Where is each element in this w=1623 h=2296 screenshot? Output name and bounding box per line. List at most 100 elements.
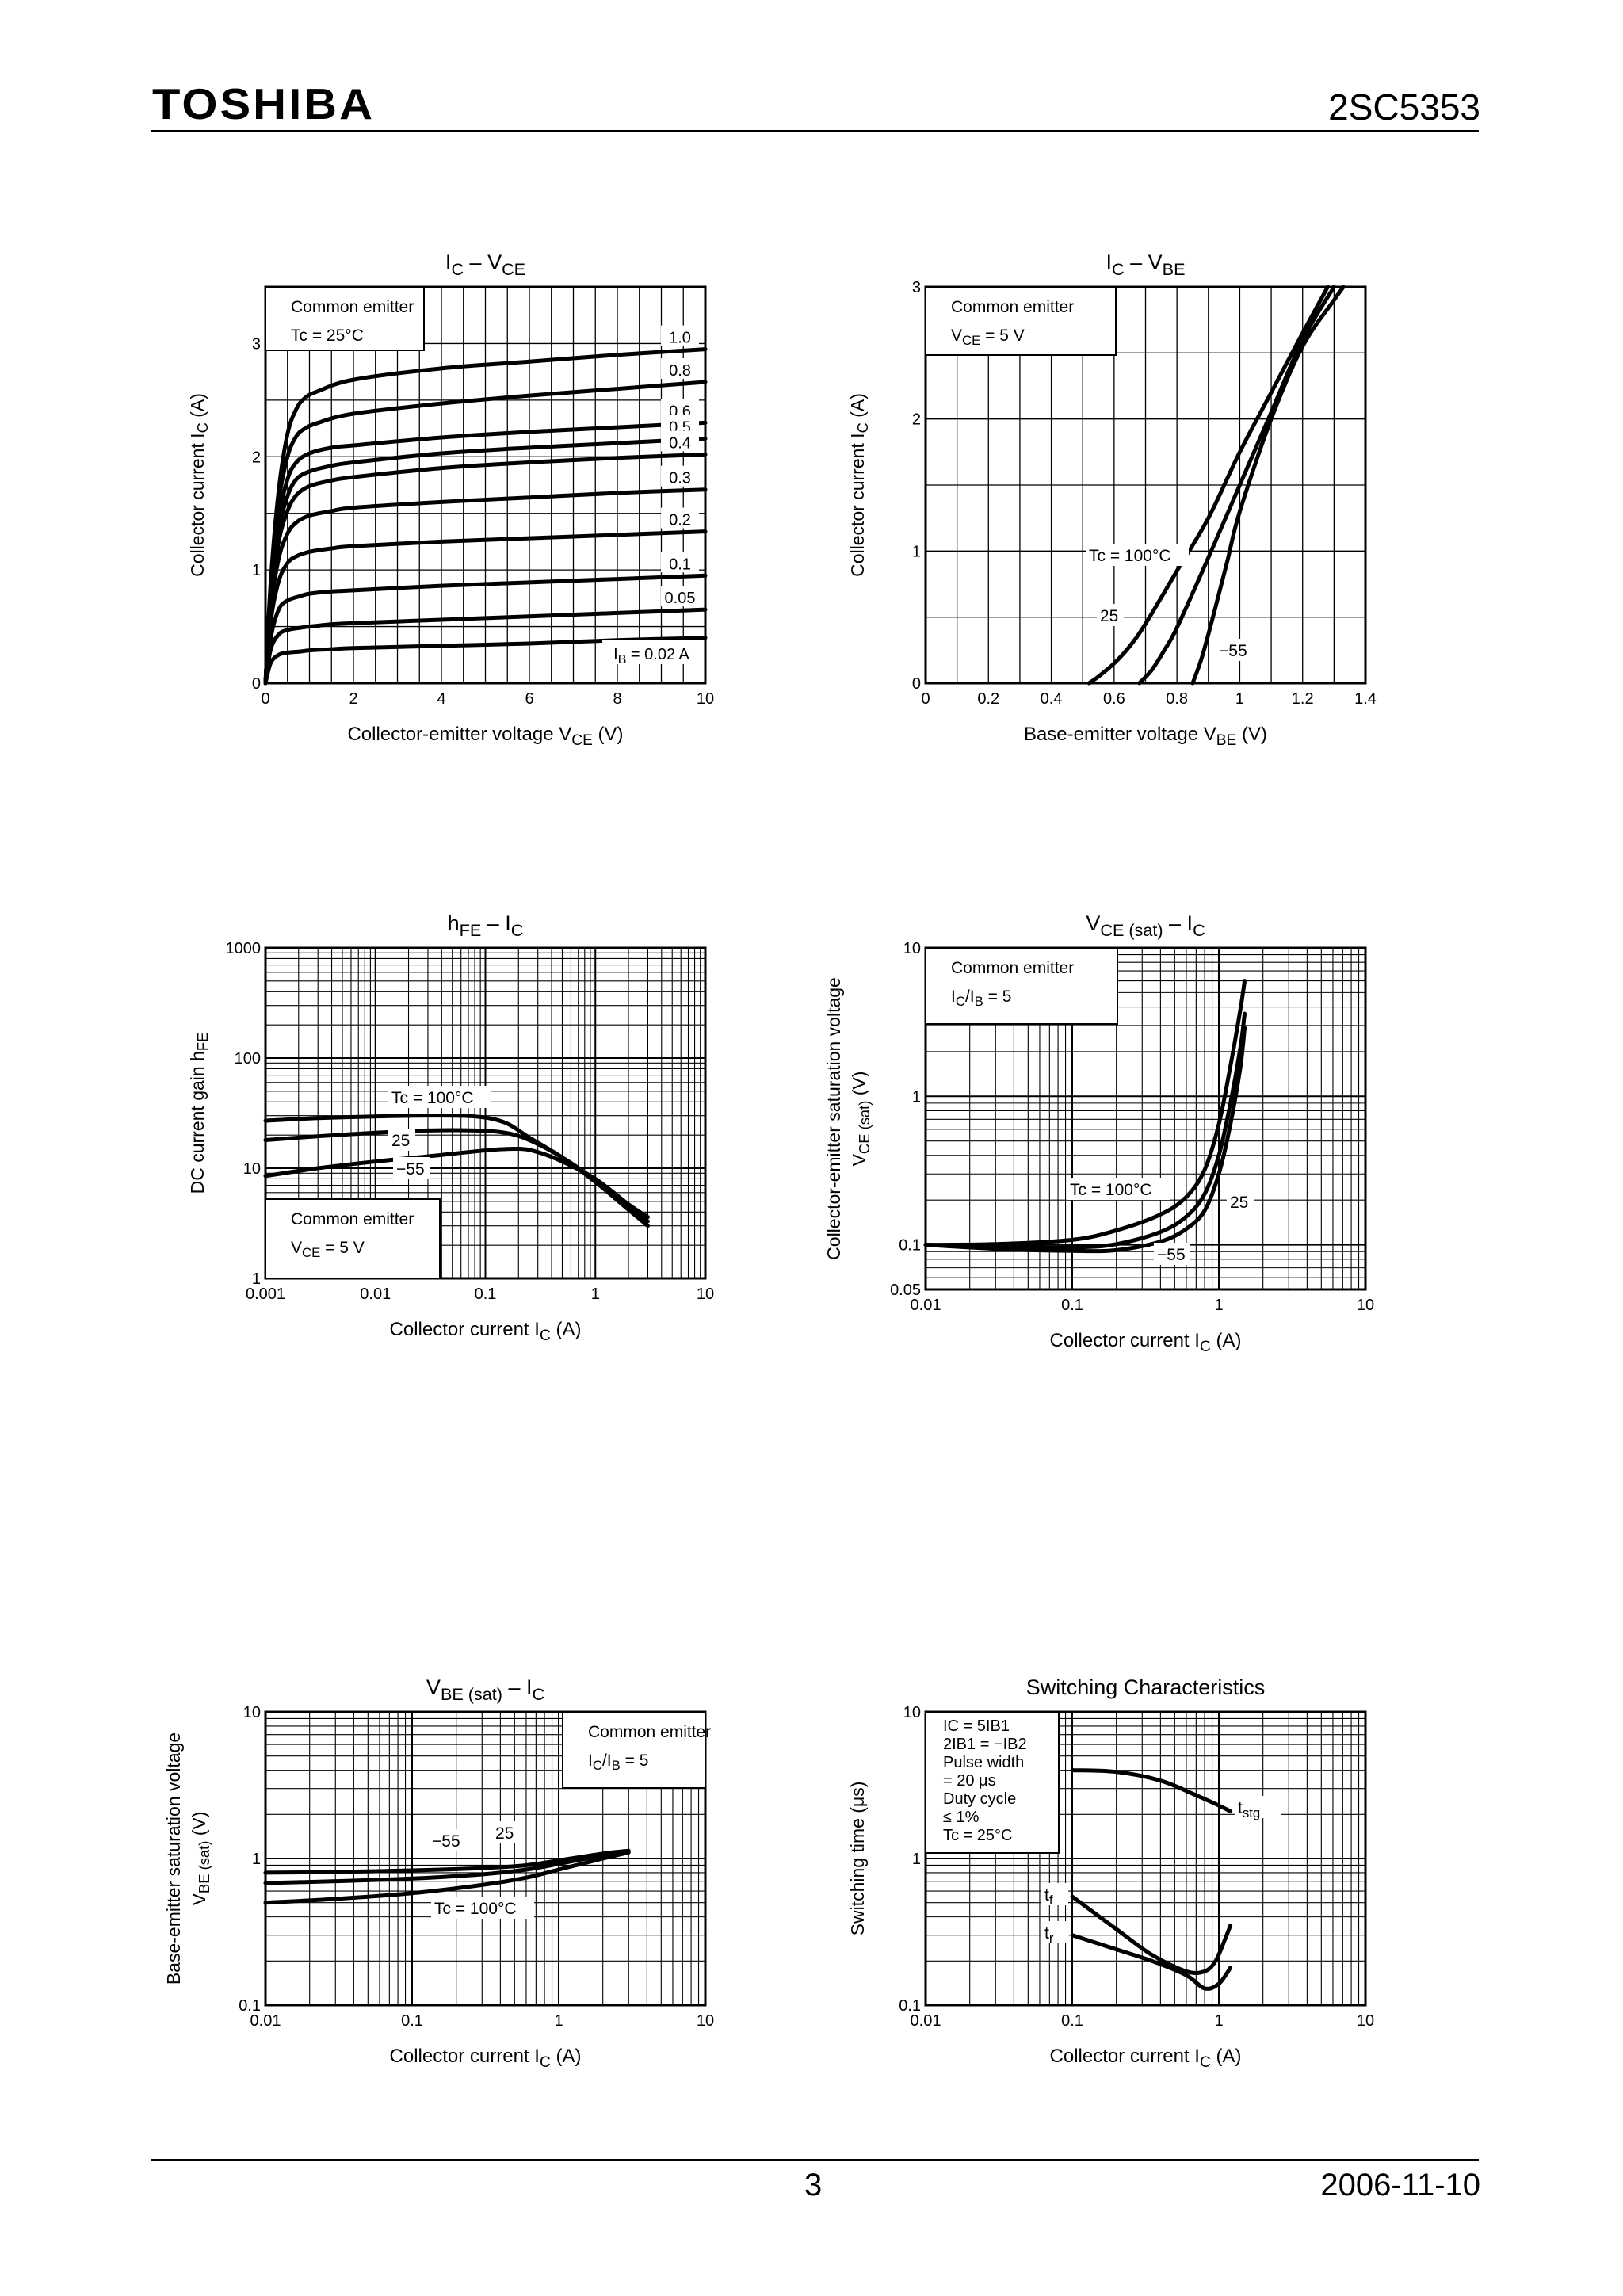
series-line [923, 979, 1247, 1247]
label-bg [388, 1129, 415, 1151]
label-bg [492, 1821, 519, 1843]
y-tick-label: 1 [912, 1088, 921, 1106]
series-line [1070, 1768, 1233, 1813]
info-line: Pulse width [943, 1754, 1024, 1771]
plot-frame [924, 1710, 1367, 2007]
info-line: Common emitter [951, 298, 1074, 316]
x-tick-label: 1 [1235, 690, 1244, 708]
series-line [263, 1146, 650, 1220]
series-line [263, 487, 708, 686]
curve-label: 25 [391, 1132, 410, 1150]
x-tick-label: 0 [261, 690, 269, 708]
label-bg [393, 1157, 430, 1179]
x-axis-label: Collector-emitter voltage VCE (V) [347, 724, 623, 749]
label-bg [1227, 1190, 1254, 1213]
y-tick-label: 2 [252, 449, 261, 466]
x-tick-label: 1 [591, 1286, 600, 1303]
info-line: Common emitter [291, 298, 414, 316]
plot-frame [924, 946, 1367, 1291]
info-line: Tc = 25°C [943, 1827, 1012, 1844]
y-tick-label: 0 [252, 675, 261, 693]
label-bg [429, 1829, 465, 1851]
y-tick-label: 1 [912, 543, 921, 560]
series-line [923, 1011, 1247, 1250]
y-axis-label: Switching time (μs) [847, 1782, 868, 1936]
x-tick-label: 0.01 [250, 2012, 281, 2030]
y-tick-label: 2 [912, 411, 921, 429]
info-box [925, 286, 1117, 356]
info-box [925, 947, 1118, 1025]
x-tick-label: 0.6 [1103, 690, 1125, 708]
plot-frame [924, 285, 1367, 685]
x-tick-label: 10 [697, 2012, 714, 2030]
curve-label: −55 [432, 1832, 460, 1851]
series-line [1070, 1894, 1233, 1975]
info-box [925, 1711, 1060, 1854]
y-axis-label: Collector current IC (A) [187, 393, 211, 577]
y-axis-label: DC current gain hFE [187, 1033, 211, 1194]
label-bg [661, 430, 699, 452]
label-bg [1086, 544, 1189, 566]
curve-label: 25 [1100, 607, 1118, 625]
y-tick-label: 0.1 [239, 1997, 261, 2015]
curve-label: 0.1 [669, 556, 691, 573]
series-line [263, 607, 708, 686]
x-tick-label: 0.1 [1061, 1297, 1083, 1314]
series-line [263, 636, 708, 686]
x-tick-label: 0.01 [911, 2012, 941, 2030]
y-axis-label-group: Collector current IC (A) [847, 393, 871, 577]
y-tick-label: 0 [912, 675, 921, 693]
y-tick-label: 10 [243, 1160, 261, 1178]
x-axis-label: Collector current IC (A) [390, 2046, 582, 2071]
x-tick-label: 0.001 [246, 1286, 285, 1303]
y-tick-label: 0.1 [899, 1237, 921, 1255]
x-tick-label: 0.1 [401, 2012, 423, 2030]
plot-frame [264, 1710, 707, 2007]
label-bg [661, 465, 699, 487]
info-line: IC/IB = 5 [588, 1752, 648, 1773]
y-axis-label-group: Base-emitter saturation voltage VBE (sat)… [163, 1733, 212, 1985]
info-line: VCE = 5 V [951, 327, 1025, 348]
info-line: IC/IB = 5 [951, 988, 1011, 1009]
series-line [923, 1026, 1247, 1254]
label-bg [1216, 639, 1252, 661]
curve-label: 1.0 [669, 330, 691, 347]
curve-label: Tc = 100°C [1089, 547, 1171, 565]
y-axis-label: Base-emitter saturation voltage [163, 1733, 184, 1985]
label-bg [661, 586, 699, 607]
toshiba-logo: TOSHIBA [152, 79, 375, 129]
part-number: 2SC5353 [1328, 86, 1480, 128]
curve-label: tf [1044, 1886, 1053, 1908]
info-box [265, 1198, 441, 1279]
x-tick-label: 1.2 [1292, 690, 1314, 708]
y-tick-label: 3 [912, 279, 921, 296]
y-axis-label-symbol: VCE (sat) (V) [849, 1072, 873, 1167]
y-axis-label: Collector-emitter saturation voltage [823, 977, 844, 1260]
y-tick-label: 1000 [226, 940, 262, 957]
plot-frame [264, 946, 707, 1280]
label-bg [661, 358, 699, 379]
chart-hfe-ic: 0.001 0.01 0.1 1 10 1 10 100 1000 hFE – IC Collect… [187, 911, 714, 1344]
label-bg [431, 1897, 534, 1919]
chart-title: hFE – IC [448, 911, 524, 940]
y-tick-label: 10 [903, 1704, 921, 1721]
label-bg [661, 552, 699, 573]
y-tick-label: 10 [903, 940, 921, 957]
header-rule [151, 130, 1479, 132]
info-line: ≤ 1% [943, 1809, 980, 1826]
y-axis-label-group: Collector current IC (A) [187, 393, 211, 577]
label-bg [1235, 1796, 1281, 1818]
chart-title: IC – VBE [1106, 250, 1186, 279]
x-axis-label: Base-emitter voltage VBE (V) [1024, 724, 1267, 749]
x-tick-label: 0.01 [360, 1286, 391, 1303]
curve-label: IB = 0.02 A [613, 646, 689, 667]
label-bg [388, 1086, 491, 1108]
y-tick-label: 10 [243, 1704, 261, 1721]
x-tick-label: 0.8 [1166, 690, 1188, 708]
info-line: IC = 5IB1 [943, 1717, 1010, 1735]
label-bg [1154, 1243, 1190, 1265]
info-line: Duty cycle [943, 1790, 1016, 1808]
y-axis-label-group: Switching time (μs) [847, 1782, 868, 1936]
